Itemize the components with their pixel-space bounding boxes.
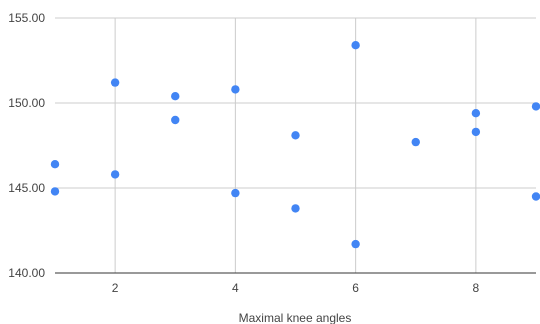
grid [55,18,536,273]
y-tick-label: 155.00 [8,11,45,25]
y-tick-label: 140.00 [8,266,45,280]
data-point [231,85,239,93]
x-tick-label: 6 [352,281,359,295]
data-point [291,204,299,212]
y-tick-label: 150.00 [8,96,45,110]
x-tick-label: 4 [232,281,239,295]
data-point [231,189,239,197]
data-points [51,41,540,248]
data-point [351,41,359,49]
data-point [532,102,540,110]
data-point [472,128,480,136]
data-point [472,109,480,117]
data-point [111,78,119,86]
data-point [171,116,179,124]
data-point [532,192,540,200]
x-tick-label: 8 [473,281,480,295]
data-point [51,160,59,168]
data-point [412,138,420,146]
y-tick-label: 145.00 [8,181,45,195]
data-point [291,131,299,139]
data-point [171,92,179,100]
data-point [111,170,119,178]
axes: 140.00 145.00 150.00 155.00 2 4 6 8 [8,11,536,295]
data-point [51,187,59,195]
data-point [351,240,359,248]
x-axis-title: Maximal knee angles [239,311,352,324]
x-tick-label: 2 [112,281,119,295]
